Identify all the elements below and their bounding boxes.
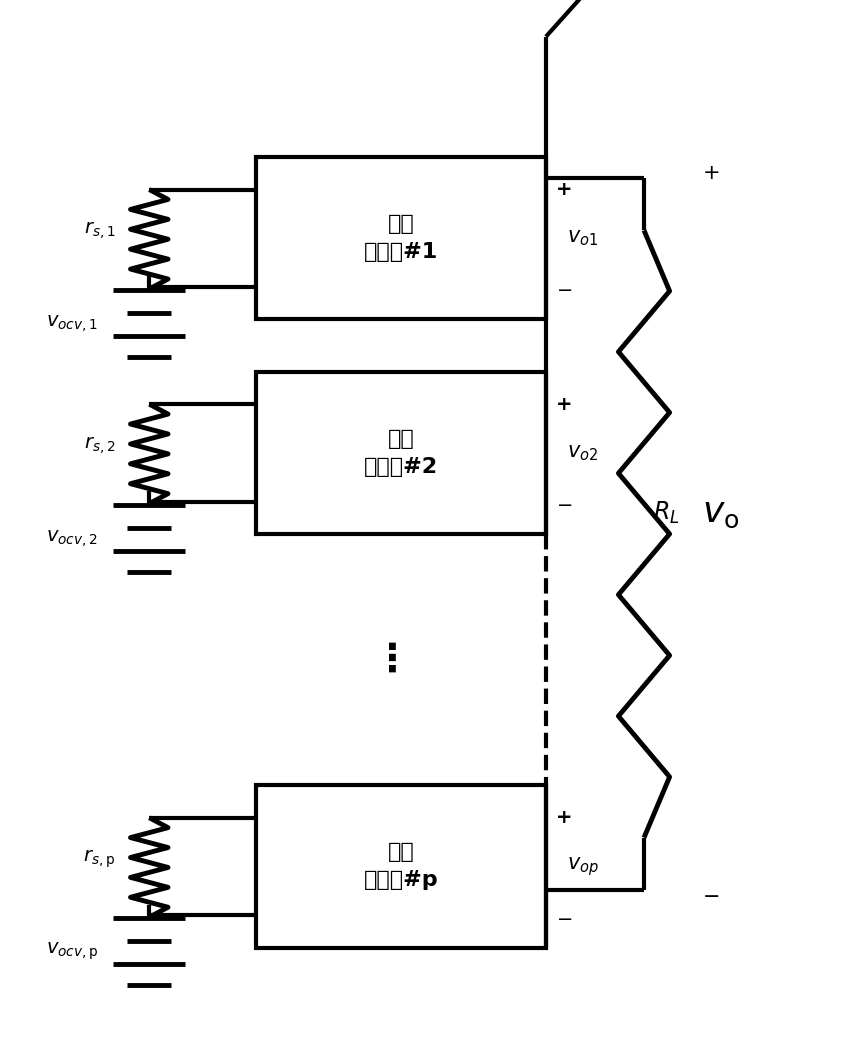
Text: $R_L$: $R_L$ — [652, 499, 678, 527]
Text: $r_{s,2}$: $r_{s,2}$ — [83, 436, 115, 455]
Bar — [256, 372, 545, 534]
Text: $-$: $-$ — [556, 280, 572, 298]
Text: $r_{s,1}$: $r_{s,1}$ — [83, 221, 115, 241]
Text: +: + — [556, 395, 572, 414]
Text: +: + — [556, 180, 572, 199]
Text: $-$: $-$ — [556, 908, 572, 927]
Text: $-$: $-$ — [701, 885, 718, 906]
Text: $v_{ocv,\mathrm{p}}$: $v_{ocv,\mathrm{p}}$ — [46, 941, 98, 962]
Text: $-$: $-$ — [556, 494, 572, 513]
Text: 均衡
变换器#p: 均衡 变换器#p — [363, 843, 438, 890]
Text: $v_{o2}$: $v_{o2}$ — [567, 443, 598, 463]
Text: $v_{ocv,2}$: $v_{ocv,2}$ — [46, 528, 98, 549]
Text: $v_{op}$: $v_{op}$ — [567, 855, 598, 877]
Text: $r_{s,\mathrm{p}}$: $r_{s,\mathrm{p}}$ — [83, 848, 115, 870]
Text: $v_{ocv,1}$: $v_{ocv,1}$ — [46, 313, 98, 334]
Text: $+$: $+$ — [701, 162, 718, 183]
Text: +: + — [556, 808, 572, 827]
Text: 均衡
变换器#2: 均衡 变换器#2 — [364, 429, 437, 476]
Bar — [256, 157, 545, 319]
Text: $v_{o1}$: $v_{o1}$ — [567, 228, 598, 248]
Bar — [256, 785, 545, 948]
Text: $v_{\mathrm{o}}$: $v_{\mathrm{o}}$ — [701, 496, 739, 530]
Text: ⋮: ⋮ — [372, 641, 412, 678]
Text: 均衡
变换器#1: 均衡 变换器#1 — [363, 215, 438, 262]
